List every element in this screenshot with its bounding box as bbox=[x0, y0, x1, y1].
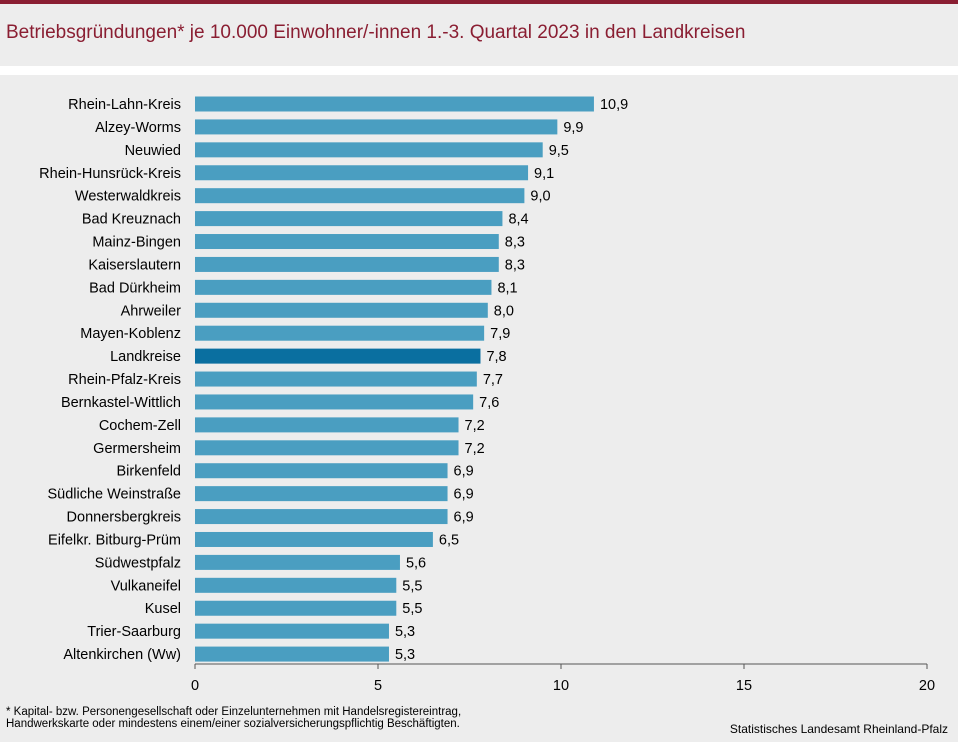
bar-ahrweiler bbox=[195, 302, 488, 318]
bar-rhein-hunsrück-kreis bbox=[195, 165, 529, 181]
category-label: Eifelkr. Bitburg-Prüm bbox=[48, 532, 181, 548]
bar-neuwied bbox=[195, 142, 543, 158]
category-label: Landkreise bbox=[110, 349, 181, 365]
top-accent-bar bbox=[0, 0, 958, 4]
data-label: 7,8 bbox=[486, 349, 506, 365]
bar-mainz-bingen bbox=[195, 234, 499, 250]
data-label: 10,9 bbox=[600, 97, 628, 113]
data-label: 9,9 bbox=[563, 120, 583, 136]
category-label: Alzey-Worms bbox=[95, 120, 181, 136]
bar-landkreise bbox=[195, 348, 481, 364]
chart-title: Betriebsgründungen* je 10.000 Einwohner/… bbox=[6, 22, 746, 43]
category-label: Südliche Weinstraße bbox=[47, 487, 181, 503]
data-label: 6,5 bbox=[439, 532, 459, 548]
category-label: Germersheim bbox=[93, 441, 181, 457]
x-tick-label: 10 bbox=[553, 678, 569, 694]
category-label: Südwestpfalz bbox=[95, 555, 181, 571]
data-label: 8,3 bbox=[505, 235, 525, 251]
bar-rhein-lahn-kreis bbox=[195, 96, 594, 112]
x-tick-label: 0 bbox=[191, 678, 199, 694]
data-label: 8,0 bbox=[494, 303, 514, 319]
category-label: Bad Dürkheim bbox=[89, 280, 181, 296]
bar-bad-kreuznach bbox=[195, 211, 503, 227]
data-label: 7,6 bbox=[479, 395, 499, 411]
data-label: 9,5 bbox=[549, 143, 569, 159]
category-label: Bernkastel-Wittlich bbox=[61, 395, 181, 411]
bar-donnersbergkreis bbox=[195, 509, 448, 525]
category-label: Birkenfeld bbox=[117, 464, 181, 480]
category-label: Trier-Saarburg bbox=[87, 624, 181, 640]
data-label: 5,6 bbox=[406, 555, 426, 571]
category-label: Vulkaneifel bbox=[111, 578, 181, 594]
data-label: 5,3 bbox=[395, 624, 415, 640]
data-label: 8,4 bbox=[508, 212, 528, 228]
category-label: Mayen-Koblenz bbox=[80, 326, 181, 342]
bar-kaiserslautern bbox=[195, 256, 499, 272]
category-label: Ahrweiler bbox=[121, 303, 182, 319]
footnote: * Kapital- bzw. Personengesellschaft ode… bbox=[6, 706, 461, 730]
category-label: Donnersbergkreis bbox=[67, 510, 181, 526]
data-label: 5,5 bbox=[402, 578, 422, 594]
bar-rhein-pfalz-kreis bbox=[195, 371, 477, 387]
category-label: Rhein-Pfalz-Kreis bbox=[68, 372, 181, 388]
category-label: Rhein-Lahn-Kreis bbox=[68, 97, 181, 113]
data-label: 7,2 bbox=[465, 441, 485, 457]
x-tick-label: 15 bbox=[736, 678, 752, 694]
title-divider bbox=[0, 66, 958, 75]
category-label: Kaiserslautern bbox=[88, 257, 181, 273]
data-label: 8,3 bbox=[505, 257, 525, 273]
data-label: 7,9 bbox=[490, 326, 510, 342]
footnote-line-1: * Kapital- bzw. Personengesellschaft ode… bbox=[6, 706, 462, 718]
data-label: 5,5 bbox=[402, 601, 422, 617]
x-tick-label: 5 bbox=[374, 678, 382, 694]
bar-südwestpfalz bbox=[195, 554, 400, 570]
bar-westerwaldkreis bbox=[195, 188, 525, 204]
category-label: Altenkirchen (Ww) bbox=[63, 647, 181, 663]
bar-bad-dürkheim bbox=[195, 279, 492, 295]
data-label: 6,9 bbox=[454, 487, 474, 503]
data-label: 9,0 bbox=[530, 189, 550, 205]
category-label: Neuwied bbox=[125, 143, 181, 159]
bar-bernkastel-wittlich bbox=[195, 394, 474, 410]
bar-vulkaneifel bbox=[195, 577, 397, 593]
bar-birkenfeld bbox=[195, 463, 448, 479]
category-label: Mainz-Bingen bbox=[92, 235, 181, 251]
data-label: 8,1 bbox=[497, 280, 517, 296]
bar-germersheim bbox=[195, 440, 459, 456]
x-tick-label: 20 bbox=[919, 678, 935, 694]
data-label: 9,1 bbox=[534, 166, 554, 182]
data-label: 7,7 bbox=[483, 372, 503, 388]
bar-cochem-zell bbox=[195, 417, 459, 433]
category-label: Kusel bbox=[145, 601, 181, 617]
bar-südliche-weinstraße bbox=[195, 486, 448, 502]
data-label: 6,9 bbox=[454, 510, 474, 526]
category-label: Bad Kreuznach bbox=[82, 212, 181, 228]
footnote-line-2: Handwerkskarte oder mindestens einem/ein… bbox=[6, 718, 460, 730]
bar-eifelkr-bitburg-prüm bbox=[195, 531, 433, 547]
data-label: 7,2 bbox=[465, 418, 485, 434]
bar-trier-saarburg bbox=[195, 623, 389, 639]
data-label: 6,9 bbox=[454, 464, 474, 480]
bar-alzey-worms bbox=[195, 119, 558, 135]
bar-altenkirchen-ww- bbox=[195, 646, 389, 662]
bar-kusel bbox=[195, 600, 397, 616]
category-label: Rhein-Hunsrück-Kreis bbox=[39, 166, 181, 182]
bar-mayen-koblenz bbox=[195, 325, 485, 341]
category-label: Cochem-Zell bbox=[99, 418, 181, 434]
category-label: Westerwaldkreis bbox=[75, 189, 181, 205]
source-credit: Statistisches Landesamt Rheinland-Pfalz bbox=[729, 722, 948, 736]
data-label: 5,3 bbox=[395, 647, 415, 663]
